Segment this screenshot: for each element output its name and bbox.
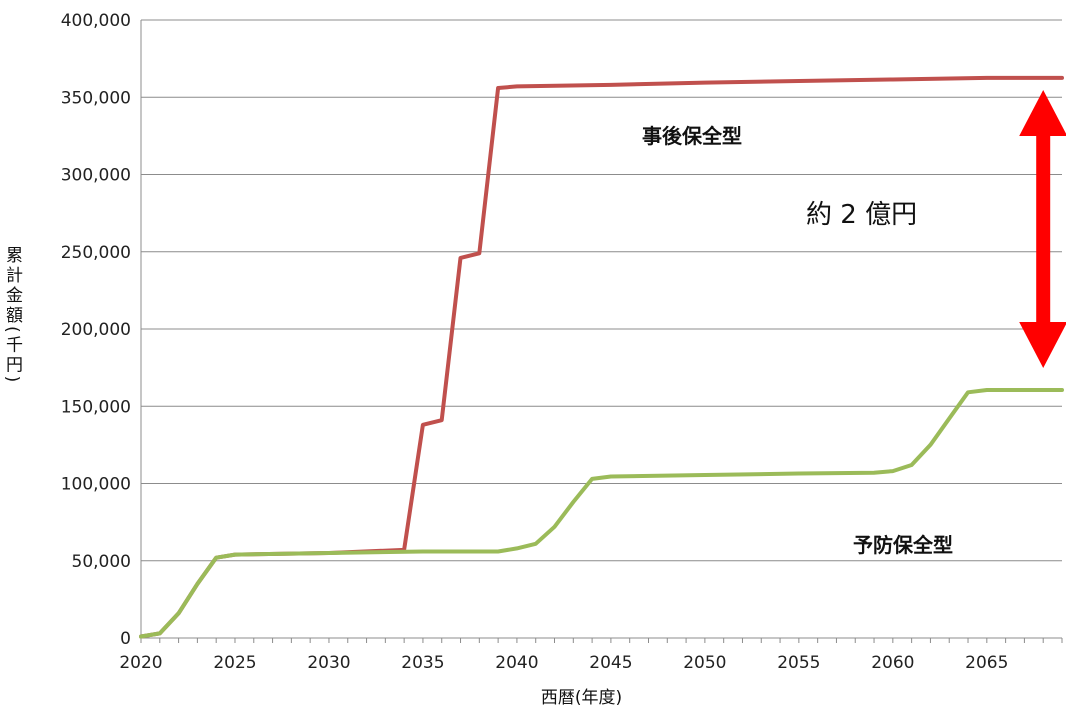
y-axis-title: 累計金額(千円) [2,246,23,385]
annotation-layer: 事後保全型 予防保全型 約 2 億円 [642,89,1066,557]
y-tick-label: 400,000 [61,11,131,31]
series-label-post: 事後保全型 [642,124,742,148]
x-tick-label: 2045 [589,653,632,673]
y-tick-label: 200,000 [61,320,131,340]
x-tick-label: 2050 [683,653,726,673]
grid-layer [141,19,1062,562]
x-tick-label: 2055 [777,653,820,673]
y-tick-label: 50,000 [72,552,131,572]
series-line-pre [139,388,1064,639]
x-tick-label: 2035 [401,653,444,673]
x-tick-label: 2065 [965,653,1008,673]
axis-title-layer: 西暦(年度) 累計金額(千円) [2,246,622,708]
y-tick-label: 350,000 [61,88,131,108]
x-tick-label: 2020 [119,653,162,673]
y-tick-label: 150,000 [61,397,131,417]
y-tick-label: 250,000 [61,243,131,263]
axis-layer: 0 50,000 100,000 150,000 200,000 250,000 300,0… [61,11,1063,673]
difference-label: 約 2 億円 [806,200,917,230]
x-tick-label: 2040 [495,653,538,673]
series-layer [139,75,1064,639]
difference-arrow [1019,89,1066,369]
x-tick-label: 2025 [213,653,256,673]
y-tick-label: 100,000 [61,475,131,495]
x-tick-label: 2030 [307,653,350,673]
x-axis-title: 西暦(年度) [541,688,622,708]
y-tick-label: 300,000 [61,166,131,186]
y-tick-label: 0 [120,629,131,649]
x-tick-label: 2060 [871,653,914,673]
series-label-pre: 予防保全型 [853,533,953,557]
